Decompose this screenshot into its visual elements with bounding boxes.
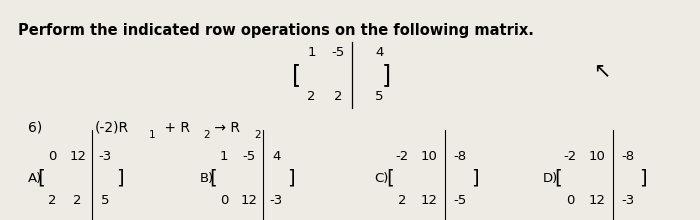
Text: -2: -2 (564, 150, 577, 163)
Text: 0: 0 (48, 150, 57, 163)
Text: 2: 2 (334, 90, 342, 103)
Text: 1: 1 (148, 130, 155, 140)
Text: 12: 12 (421, 194, 438, 207)
Text: Perform the indicated row operations on the following matrix.: Perform the indicated row operations on … (18, 23, 533, 38)
Text: [: [ (209, 169, 217, 188)
Text: 2: 2 (203, 130, 209, 140)
Text: (-2)R: (-2)R (94, 121, 129, 135)
Text: 2: 2 (398, 194, 407, 207)
Text: 1: 1 (220, 150, 228, 163)
Text: 12: 12 (589, 194, 606, 207)
Text: B): B) (199, 172, 213, 185)
Text: 1: 1 (307, 46, 316, 59)
Text: -5: -5 (454, 194, 466, 207)
Text: 10: 10 (589, 150, 606, 163)
Text: ]: ] (471, 169, 480, 188)
Text: ↖: ↖ (594, 61, 610, 80)
Text: 10: 10 (421, 150, 438, 163)
Text: 4: 4 (272, 150, 281, 163)
Text: -8: -8 (454, 150, 466, 163)
Text: [: [ (554, 169, 562, 188)
Text: [: [ (37, 169, 46, 188)
Text: A): A) (28, 172, 42, 185)
Text: 2: 2 (74, 194, 82, 207)
Text: + R: + R (160, 121, 190, 135)
Text: D): D) (542, 172, 558, 185)
Text: C): C) (374, 172, 389, 185)
Text: 4: 4 (375, 46, 384, 59)
Text: ]: ] (382, 63, 391, 87)
Text: -2: -2 (396, 150, 409, 163)
Text: -5: -5 (243, 150, 256, 163)
Text: 0: 0 (220, 194, 228, 207)
Text: -5: -5 (332, 46, 344, 59)
Text: → R: → R (210, 121, 240, 135)
Text: 2: 2 (48, 194, 57, 207)
Text: -8: -8 (622, 150, 634, 163)
Text: ]: ] (287, 169, 295, 188)
Text: [: [ (386, 169, 394, 188)
Text: -3: -3 (622, 194, 634, 207)
Text: 12: 12 (69, 150, 86, 163)
Text: 5: 5 (101, 194, 109, 207)
Text: 6): 6) (28, 121, 42, 135)
Text: 2: 2 (307, 90, 316, 103)
Text: ]: ] (639, 169, 648, 188)
Text: 2: 2 (254, 130, 260, 140)
Text: -3: -3 (270, 194, 283, 207)
Text: 0: 0 (566, 194, 575, 207)
Text: [: [ (291, 63, 301, 87)
Text: 5: 5 (375, 90, 384, 103)
Text: 12: 12 (241, 194, 258, 207)
Text: ]: ] (116, 169, 124, 188)
Text: -3: -3 (99, 150, 111, 163)
